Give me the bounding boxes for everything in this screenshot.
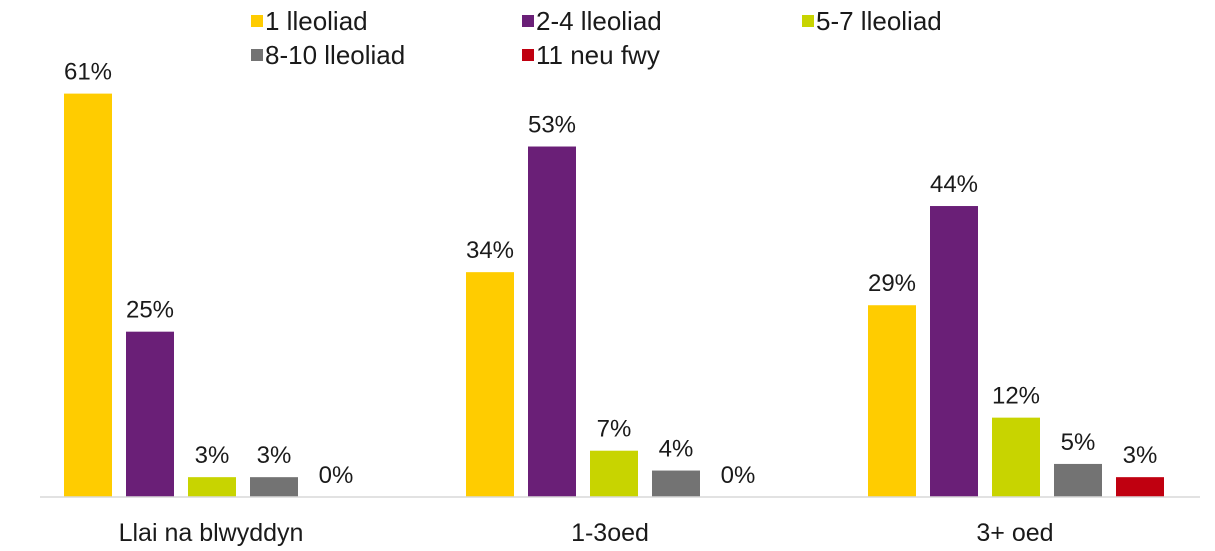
category-labels: Llai na blwyddyn 1-3oed 3+ oed: [119, 519, 1054, 547]
legend-swatch: [251, 49, 263, 61]
data-label: 0%: [721, 462, 756, 489]
bar: [930, 206, 978, 497]
data-label: 29%: [868, 270, 916, 297]
legend-label: 11 neu fwy: [536, 40, 660, 70]
bar: [64, 94, 112, 497]
data-label: 7%: [597, 416, 632, 443]
data-label: 53%: [528, 112, 576, 139]
data-label: 3%: [257, 442, 292, 469]
legend-label: 8-10 lleoliad: [265, 40, 405, 70]
data-label: 34%: [466, 237, 514, 264]
bar: [466, 272, 514, 497]
legend-label: 1 lleoliad: [265, 6, 368, 36]
data-label: 0%: [319, 462, 354, 489]
bar: [1116, 477, 1164, 497]
bar: [868, 305, 916, 497]
data-label: 3%: [1123, 442, 1158, 469]
data-label: 3%: [195, 442, 230, 469]
bar: [992, 418, 1040, 497]
bar: [126, 332, 174, 497]
data-label: 25%: [126, 297, 174, 324]
data-label: 4%: [659, 436, 694, 463]
data-label: 12%: [992, 383, 1040, 410]
category-label: 3+ oed: [976, 519, 1053, 547]
data-label: 5%: [1061, 429, 1096, 456]
bar: [590, 451, 638, 497]
bar: [188, 477, 236, 497]
legend-swatch: [802, 15, 814, 27]
data-label: 61%: [64, 59, 112, 86]
bar: [1054, 464, 1102, 497]
legend-swatch: [522, 15, 534, 27]
legend-swatch: [522, 49, 534, 61]
category-label: Llai na blwyddyn: [119, 519, 304, 547]
legend: 1 lleoliad 2-4 lleoliad 5-7 lleoliad 8-10 l…: [251, 6, 942, 70]
bar: [528, 147, 576, 497]
bar: [250, 477, 298, 497]
bar: [652, 471, 700, 497]
category-label: 1-3oed: [571, 519, 649, 547]
data-label: 44%: [930, 171, 978, 198]
legend-label: 2-4 lleoliad: [536, 6, 662, 36]
legend-label: 5-7 lleoliad: [816, 6, 942, 36]
legend-swatch: [251, 15, 263, 27]
